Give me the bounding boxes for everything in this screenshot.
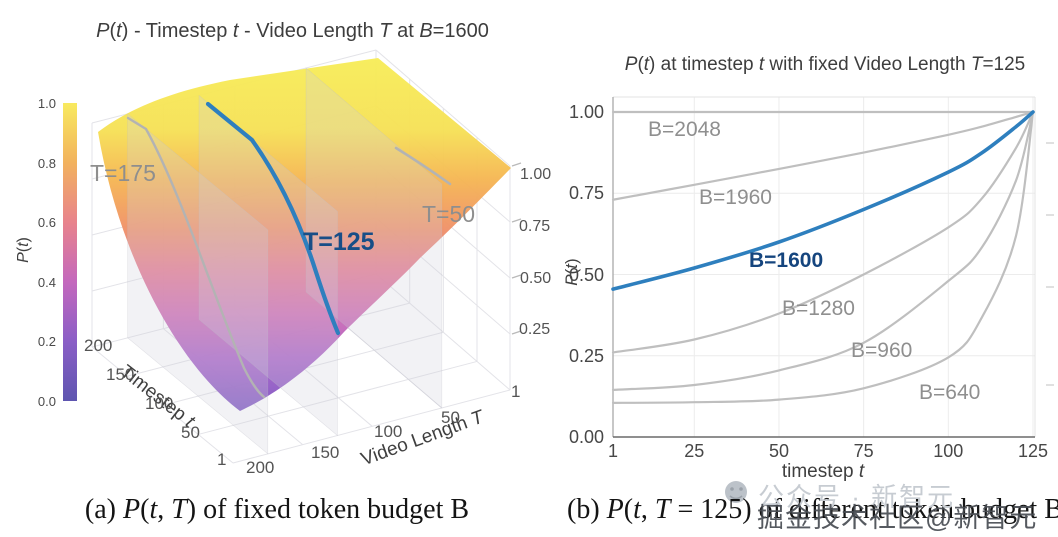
tick-timestep: 200 bbox=[84, 336, 113, 355]
tick-video-length: 200 bbox=[246, 458, 275, 477]
contour-label-T50: T=50 bbox=[422, 201, 476, 227]
contour-T125 bbox=[205, 101, 341, 336]
contour-T175 bbox=[126, 116, 266, 399]
series-line-B=1600 bbox=[611, 110, 1035, 291]
tick-x-b: 1 bbox=[607, 441, 618, 461]
grid-line bbox=[198, 360, 478, 435]
tick-x-b: 125 bbox=[1017, 441, 1049, 461]
z-tick-mark bbox=[511, 162, 522, 167]
slice-plane-1 bbox=[198, 94, 338, 437]
panel-a-title: P(t) - Timestep t - Video Length T at B=… bbox=[96, 20, 489, 42]
contour-label-T125: T=125 bbox=[303, 228, 375, 256]
line-chart-series bbox=[611, 110, 1035, 404]
caption-b: (b) P(t, T = 125) of different token bud… bbox=[567, 494, 1058, 525]
right-edge-tick-marks bbox=[1046, 142, 1054, 386]
curve-label-B=2048: B=2048 bbox=[648, 118, 721, 141]
z-tick-mark bbox=[511, 218, 522, 223]
tick-y-b: 1.00 bbox=[568, 102, 604, 122]
watermark-line1: 公众号 · 新智元 bbox=[758, 482, 956, 512]
wechat-face-icon bbox=[725, 481, 747, 503]
tick-timestep: 1 bbox=[217, 450, 227, 469]
colorbar-tick: 0.8 bbox=[37, 155, 56, 171]
curve-label-B=1960: B=1960 bbox=[699, 186, 772, 209]
colorbar-tick: 1.0 bbox=[37, 96, 56, 111]
tick-z: 0.25 bbox=[519, 321, 551, 338]
tick-x-b: 25 bbox=[684, 441, 705, 461]
grid-line bbox=[91, 346, 234, 464]
tick-video-length: 50 bbox=[441, 408, 460, 427]
colorbar-tick: 0.0 bbox=[37, 394, 56, 409]
grid-line bbox=[232, 389, 511, 464]
contour-T50 bbox=[394, 146, 452, 186]
tick-x-b: 75 bbox=[853, 441, 874, 461]
slice-plane-0 bbox=[127, 113, 269, 455]
tick-timestep: 50 bbox=[181, 423, 200, 442]
panel-b-title: P(t) at timestep t with fixed Video Leng… bbox=[624, 54, 1026, 75]
colorbar-tick: 0.4 bbox=[37, 274, 56, 290]
colorbar-tick: 0.6 bbox=[37, 215, 56, 231]
tick-z: 0.50 bbox=[520, 270, 552, 287]
watermark-line2: 掘金技术社区@新智元 bbox=[757, 503, 1038, 533]
3d-slice-planes bbox=[127, 67, 443, 455]
z-tick-mark bbox=[511, 274, 522, 279]
z-tick-mark bbox=[511, 330, 522, 335]
tick-timestep: 150 bbox=[106, 365, 135, 384]
tick-y-b: 0.75 bbox=[568, 183, 604, 204]
tick-z: 0.75 bbox=[519, 218, 551, 235]
curve-label-B=960: B=960 bbox=[851, 339, 913, 362]
tick-video-length: 1 bbox=[511, 382, 521, 401]
series-line-B=1960 bbox=[611, 110, 1035, 201]
tick-video-length: 150 bbox=[311, 443, 340, 462]
caption-a: (a) P(t, T) of fixed token budget B bbox=[84, 494, 470, 525]
slice-plane-2 bbox=[305, 67, 443, 409]
tick-y-b: 0.00 bbox=[568, 427, 604, 447]
curve-label-B=1280: B=1280 bbox=[782, 297, 855, 320]
curve-label-B=640: B=640 bbox=[919, 381, 981, 404]
colorbar bbox=[63, 103, 77, 401]
tick-x-b: 50 bbox=[768, 441, 789, 461]
series-line-B=960 bbox=[611, 110, 1035, 391]
grid-line bbox=[375, 49, 511, 167]
tick-z: 1.00 bbox=[520, 166, 552, 183]
3d-contour-lines bbox=[126, 101, 452, 399]
axis-label-timestep-b: timestep t bbox=[781, 461, 865, 482]
curve-label-B=1600: B=1600 bbox=[749, 249, 824, 272]
colorbar-tick: 0.2 bbox=[37, 334, 56, 350]
tick-timestep: 100 bbox=[145, 394, 174, 413]
tick-x-b: 100 bbox=[933, 441, 964, 461]
tick-y-b: 0.50 bbox=[568, 264, 604, 285]
tick-video-length: 100 bbox=[374, 422, 403, 441]
contour-label-T175: T=175 bbox=[90, 160, 156, 186]
series-line-B=1280 bbox=[611, 110, 1035, 354]
series-line-B=640 bbox=[611, 110, 1035, 404]
tick-y-b: 0.25 bbox=[568, 345, 604, 366]
